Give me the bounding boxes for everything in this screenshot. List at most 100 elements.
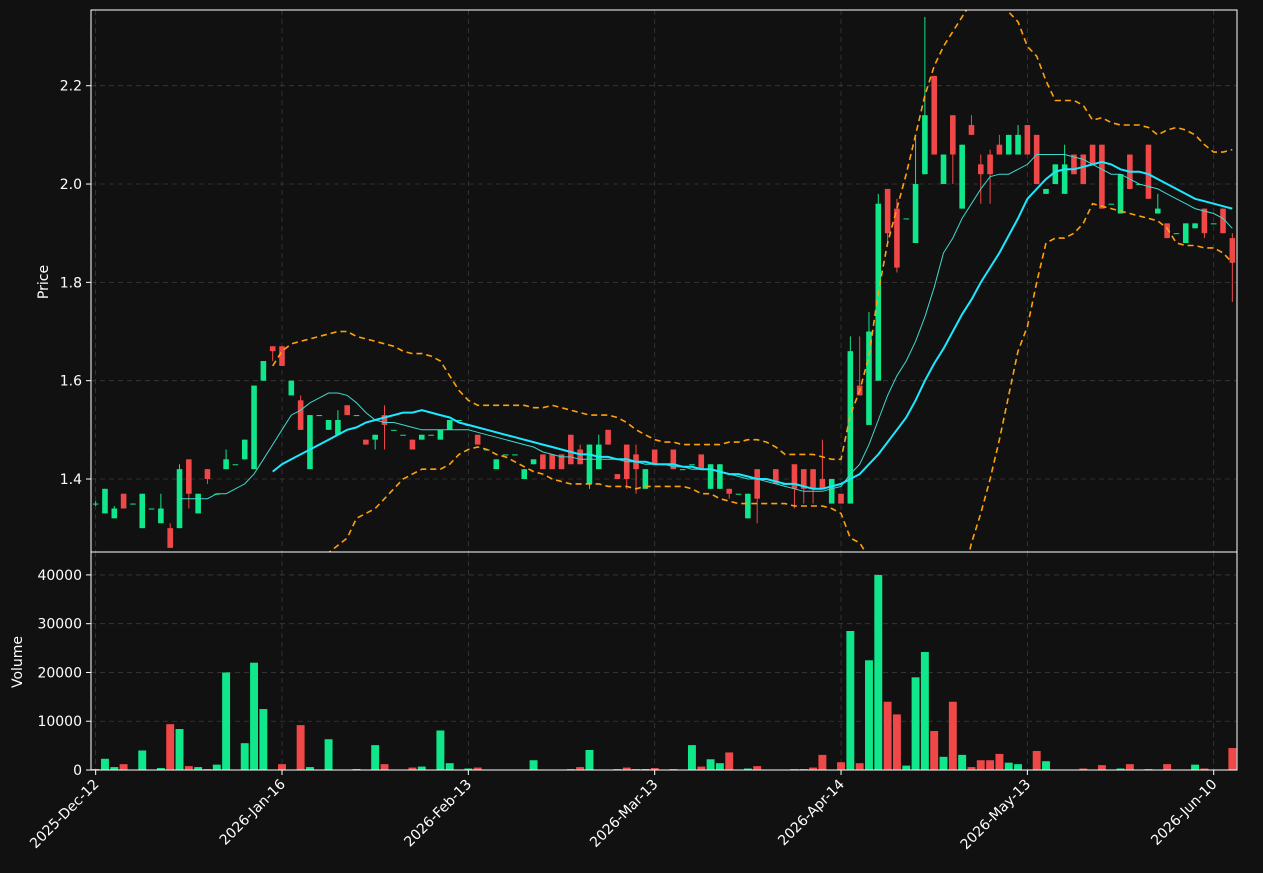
candle-body — [158, 508, 164, 524]
volume-bar — [706, 759, 715, 770]
candle-body — [186, 459, 192, 494]
candle-body — [977, 164, 984, 175]
candle-body — [512, 454, 518, 456]
candle-body — [745, 493, 751, 519]
candle-body — [223, 459, 229, 470]
volume-bar — [986, 760, 995, 770]
candle-body — [679, 469, 686, 471]
candle-body — [139, 493, 146, 529]
candle-body — [1043, 188, 1049, 194]
candle-body — [922, 115, 928, 175]
candle-body — [670, 449, 677, 470]
candle-body — [996, 144, 1003, 155]
candle-body — [1182, 223, 1189, 244]
volume-bar — [622, 767, 631, 770]
candle-body — [549, 454, 555, 470]
volume-bar — [837, 762, 845, 770]
candle-body — [335, 420, 341, 435]
candle-body — [297, 400, 304, 430]
candle-body — [614, 474, 621, 479]
y-tick-label: 2.0 — [60, 177, 82, 193]
y-tick-label: 1.6 — [60, 374, 82, 390]
candle-body — [1145, 144, 1152, 199]
candle-body — [1080, 154, 1087, 185]
volume-bar — [576, 767, 585, 770]
candle-body — [940, 154, 947, 185]
volume-bar — [1191, 764, 1200, 770]
candle-body — [884, 188, 891, 234]
candle-body — [754, 469, 760, 499]
candle-body — [1005, 134, 1012, 155]
candle-body — [260, 361, 267, 381]
plot-layer — [91, 10, 1237, 771]
volume-bar — [715, 763, 724, 770]
candle-body — [502, 454, 509, 456]
candle-body — [800, 469, 807, 489]
volume-bar — [408, 767, 417, 770]
volume-axis-label: Volume — [10, 636, 26, 688]
y-tick-label: 1.8 — [60, 275, 82, 291]
volume-bar — [296, 725, 305, 770]
volume-frame — [90, 551, 1238, 771]
candle-body — [418, 434, 425, 440]
volume-bar — [911, 677, 920, 770]
candle-body — [1052, 164, 1059, 185]
candle-body — [130, 503, 136, 505]
candle-body — [269, 346, 276, 352]
volume-bar — [753, 766, 762, 770]
candle-body — [251, 385, 257, 470]
volume-bar — [930, 730, 939, 770]
volume-bar — [939, 756, 948, 770]
candle-body — [344, 405, 351, 416]
candle-body — [894, 208, 900, 268]
volume-bar — [883, 701, 892, 770]
candle-body — [111, 508, 118, 519]
candle-body — [791, 464, 798, 489]
candle-body — [912, 184, 919, 244]
candle-body — [400, 434, 406, 436]
candle-body — [717, 464, 723, 489]
candle-body — [1220, 208, 1226, 234]
volume-bar — [240, 743, 249, 770]
volume-bar — [212, 764, 221, 770]
candle-body — [707, 464, 714, 489]
candle-body — [1164, 223, 1170, 239]
y-tick-label: 30000 — [37, 617, 82, 633]
volume-bar — [473, 767, 482, 770]
y-tick-label: 2.2 — [60, 79, 82, 95]
volume-bar — [259, 709, 268, 770]
volume-bar — [976, 760, 985, 770]
candle-body — [437, 429, 444, 440]
candle-body — [950, 115, 956, 155]
volume-bar — [1097, 765, 1106, 770]
volume-bar — [948, 701, 957, 770]
candle-body — [353, 415, 360, 417]
candle-body — [325, 420, 332, 430]
candle-body — [847, 351, 854, 504]
volume-bar — [222, 672, 231, 770]
candle-body — [279, 346, 285, 366]
volume-bar — [650, 768, 659, 770]
candle-body — [241, 439, 248, 460]
candle-body — [1015, 134, 1021, 155]
volume-bar — [119, 764, 128, 770]
volume-bar — [1228, 748, 1237, 770]
volume-bars — [91, 574, 1237, 770]
candle-body — [698, 454, 705, 470]
candle-body — [726, 488, 733, 494]
candle-body — [773, 469, 779, 484]
candle-body — [1033, 134, 1040, 185]
candle-body — [959, 144, 965, 209]
candle-body — [1210, 223, 1217, 225]
candle-body — [204, 469, 211, 479]
volume-bar — [995, 753, 1004, 770]
volume-bar — [697, 766, 706, 770]
candle-body — [1201, 208, 1208, 234]
volume-bar — [464, 768, 473, 770]
candle-body — [819, 478, 826, 489]
volume-bar — [371, 745, 380, 770]
candle-body — [1108, 203, 1115, 205]
volume-bar — [175, 729, 184, 770]
